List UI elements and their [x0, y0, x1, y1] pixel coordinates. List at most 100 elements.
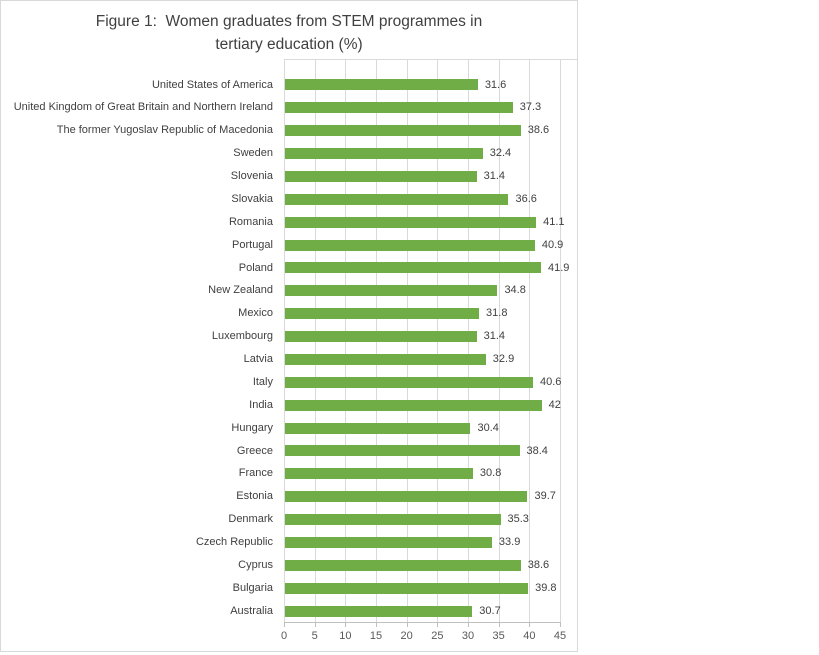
- category-label: France: [238, 467, 273, 480]
- x-tick-label: 10: [339, 630, 352, 642]
- value-label: 30.7: [479, 604, 501, 617]
- value-label: 38.4: [526, 444, 548, 457]
- category-label: The former Yugoslav Republic of Macedoni…: [56, 124, 273, 137]
- value-label: 32.9: [492, 353, 515, 365]
- value-label: 31.4: [483, 330, 505, 343]
- bar: [285, 559, 521, 571]
- plot-area-top-border: [284, 59, 578, 60]
- bar: [285, 353, 486, 365]
- value-label: 31.8: [486, 307, 508, 320]
- chart-title: Figure 1: Women graduates from STEM prog…: [95, 13, 487, 53]
- x-tick-label: 35: [492, 630, 505, 642]
- category-label: United States of America: [151, 78, 273, 91]
- category-label: Italy: [252, 375, 273, 388]
- value-label: 35.3: [507, 513, 529, 526]
- bar: [285, 468, 473, 480]
- bar: [285, 216, 537, 228]
- value-label: 36.6: [515, 192, 537, 205]
- bar: [285, 491, 528, 503]
- x-tick-label: 5: [311, 630, 318, 642]
- value-label: 39.7: [534, 490, 556, 503]
- x-tick: [529, 622, 531, 627]
- category-label: Mexico: [238, 307, 273, 320]
- value-label: 38.6: [527, 558, 550, 571]
- value-label: 31.4: [483, 170, 505, 182]
- category-label: Luxembourg: [211, 330, 273, 343]
- value-label: 39.8: [535, 581, 557, 594]
- category-label: Czech Republic: [195, 536, 273, 548]
- x-tick-label: 0: [280, 630, 288, 642]
- gridline: [560, 59, 561, 622]
- value-label: 31.6: [484, 78, 507, 91]
- x-tick-label: 20: [400, 630, 413, 642]
- x-axis-line: [284, 622, 561, 623]
- x-tick: [560, 622, 561, 627]
- value-label: 40.9: [541, 238, 564, 251]
- category-label: Sweden: [233, 147, 273, 160]
- value-label: 41.9: [547, 261, 570, 274]
- value-label: 42: [548, 398, 561, 411]
- bar: [285, 422, 471, 434]
- category-label: Cyprus: [238, 558, 273, 571]
- bar: [285, 239, 535, 251]
- x-tick: [437, 622, 439, 627]
- value-label: 38.6: [527, 124, 550, 137]
- bar: [285, 285, 498, 297]
- bar: [285, 605, 473, 617]
- category-label: United Kingdom of Great Britain and Nort…: [13, 101, 273, 114]
- bar: [285, 79, 478, 91]
- bar: [285, 376, 533, 388]
- gridline: [284, 59, 285, 622]
- category-label: Bulgaria: [232, 581, 273, 594]
- gridline: [529, 59, 531, 622]
- value-label: 30.8: [479, 467, 502, 480]
- bar: [285, 331, 477, 343]
- category-label: Hungary: [231, 421, 273, 434]
- x-tick: [376, 622, 377, 627]
- category-label: Slovakia: [231, 192, 273, 205]
- bar: [285, 170, 477, 182]
- x-tick: [468, 622, 469, 627]
- category-label: Denmark: [228, 513, 273, 526]
- category-label: Portugal: [232, 238, 273, 251]
- x-tick: [314, 622, 316, 627]
- value-label: 37.3: [519, 101, 542, 114]
- bar: [285, 102, 513, 114]
- x-tick: [498, 622, 500, 627]
- gridline: [498, 59, 500, 622]
- bar: [285, 582, 529, 594]
- value-label: 34.8: [504, 284, 526, 297]
- x-tick-label: 45: [553, 630, 567, 642]
- x-tick-label: 40: [523, 630, 536, 642]
- value-label: 40.6: [540, 375, 562, 388]
- x-tick: [406, 622, 408, 627]
- bar: [285, 536, 492, 548]
- category-label: Greece: [236, 444, 273, 457]
- x-tick-label: 25: [431, 630, 444, 642]
- x-tick-label: 15: [369, 630, 383, 642]
- category-label: Australia: [230, 604, 273, 617]
- category-label: Romania: [228, 215, 273, 228]
- category-label: India: [249, 398, 273, 411]
- bar: [285, 193, 509, 205]
- category-label: Poland: [238, 261, 273, 274]
- category-label: Slovenia: [230, 170, 273, 182]
- x-tick-label: 30: [461, 630, 475, 642]
- bar: [285, 514, 501, 526]
- bar: [285, 148, 483, 160]
- value-label: 41.1: [543, 215, 565, 228]
- value-label: 30.4: [477, 421, 499, 434]
- category-label: Estonia: [236, 490, 273, 503]
- x-tick: [284, 622, 285, 627]
- category-label: New Zealand: [208, 284, 273, 297]
- chart-frame: Figure 1: Women graduates from STEM prog…: [0, 0, 578, 652]
- value-label: 32.4: [489, 147, 512, 160]
- category-label: Latvia: [243, 353, 273, 365]
- bar: [285, 308, 480, 320]
- bar: [285, 262, 541, 274]
- x-tick: [345, 622, 347, 627]
- bar: [285, 125, 521, 137]
- bar: [285, 445, 520, 457]
- bar: [285, 399, 542, 411]
